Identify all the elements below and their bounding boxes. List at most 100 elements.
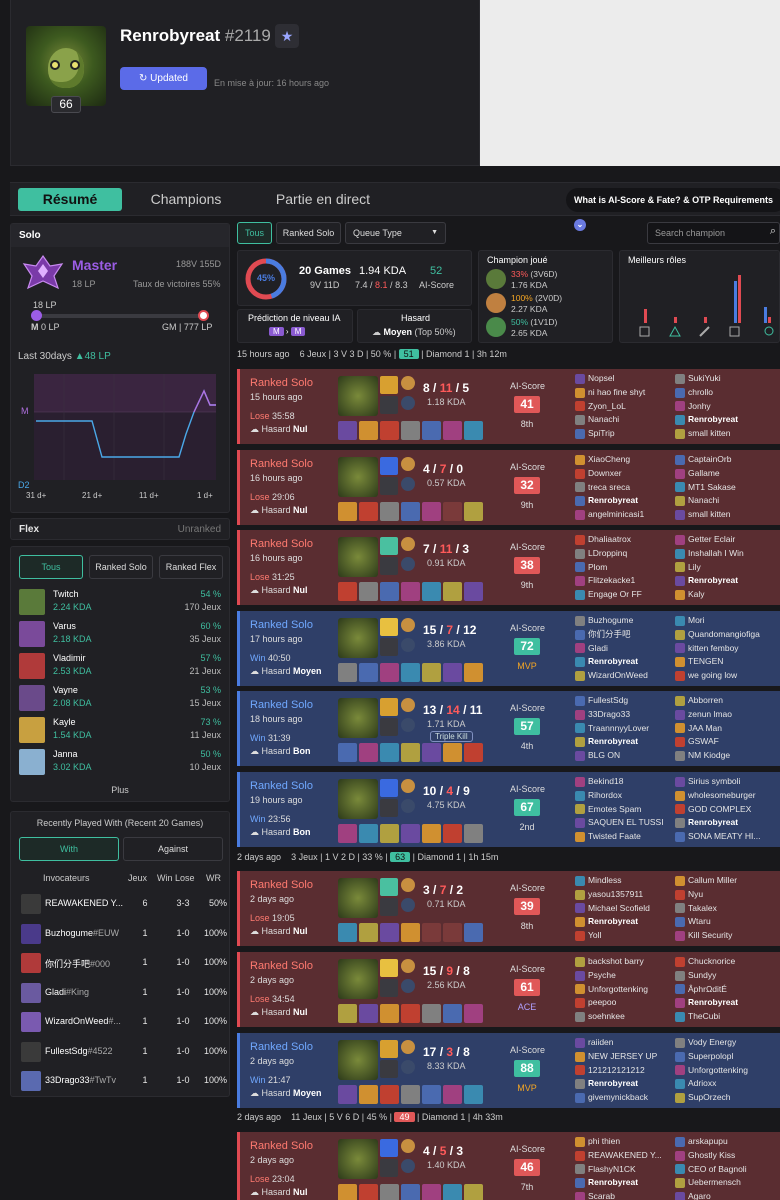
team-player[interactable]: Getter Eclair [675, 533, 775, 547]
team-player[interactable]: Renrobyreat [675, 413, 775, 427]
filter-tous[interactable]: Tous [237, 222, 272, 244]
team-player[interactable]: ÂphrΩditÉ [675, 983, 775, 997]
recent-player-row[interactable]: 33Drago33#TwTv 1 1-0 100% [21, 1069, 227, 1093]
team-player[interactable]: Takalex [675, 902, 775, 916]
team-player[interactable]: Kill Security [675, 929, 775, 943]
team-player[interactable]: Sundyy [675, 969, 775, 983]
team-player[interactable]: Twisted Faate [575, 830, 675, 844]
team-player[interactable]: Gallame [675, 467, 775, 481]
filter-ranked-flex[interactable]: Ranked Flex [159, 555, 223, 579]
team-player[interactable]: Nopsel [575, 372, 675, 386]
team-player[interactable]: SpiTrip [575, 427, 675, 441]
tab-summary[interactable]: Résumé [18, 188, 122, 211]
team-player[interactable]: Wtaru [675, 915, 775, 929]
team-player[interactable]: Vody Energy [675, 1036, 775, 1050]
match-card[interactable]: Ranked Solo 18 hours ago Win 31:39 ☁ Has… [237, 691, 780, 766]
more-button[interactable]: Plus [111, 785, 129, 795]
team-player[interactable]: TraannnyyLover [575, 722, 675, 736]
match-card[interactable]: Ranked Solo 16 hours ago Lose 31:25 ☁ Ha… [237, 530, 780, 605]
team-player[interactable]: XiaoCheng [575, 453, 675, 467]
champion-row[interactable]: Varus 2.18 KDA 60 % 35 Jeux [19, 621, 223, 649]
team-player[interactable]: Renrobyreat [675, 574, 775, 588]
team-player[interactable]: Renrobyreat [575, 494, 675, 508]
team-player[interactable]: Unforgottenking [675, 1064, 775, 1078]
match-card[interactable]: Ranked Solo 17 hours ago Win 40:50 ☁ Has… [237, 611, 780, 686]
tab-champions[interactable]: Champions [150, 191, 222, 207]
match-card[interactable]: Ranked Solo 2 days ago Lose 34:54 ☁ Hasa… [237, 952, 780, 1027]
team-player[interactable]: Gladi [575, 642, 675, 656]
match-card[interactable]: Ranked Solo 15 hours ago Lose 35:58 ☁ Ha… [237, 369, 780, 444]
team-player[interactable]: Sirius symboli [675, 775, 775, 789]
tab-against[interactable]: Against [123, 837, 223, 861]
team-player[interactable]: TheCubi [675, 1010, 775, 1024]
team-player[interactable]: Jonhy [675, 400, 775, 414]
match-card[interactable]: Ranked Solo 2 days ago Lose 23:04 ☁ Hasa… [237, 1132, 780, 1200]
team-player[interactable]: Lily [675, 561, 775, 575]
recent-player-row[interactable]: FullestSdg#4522 1 1-0 100% [21, 1040, 227, 1064]
champion-row[interactable]: Twitch 2.24 KDA 54 % 170 Jeux [19, 589, 223, 617]
team-player[interactable]: Yoll [575, 929, 675, 943]
team-player[interactable]: Renrobyreat [575, 1176, 675, 1190]
team-player[interactable]: REAWAKENED Y... [575, 1149, 675, 1163]
team-player[interactable]: kitten femboy [675, 642, 775, 656]
team-player[interactable]: CEO of Bagnoli [675, 1163, 775, 1177]
team-player[interactable]: zenun lmao [675, 708, 775, 722]
team-player[interactable]: Engage Or FF [575, 588, 675, 602]
team-player[interactable]: backshot barry [575, 955, 675, 969]
team-player[interactable]: Nanachi [675, 494, 775, 508]
team-player[interactable]: MT1 Sakase [675, 481, 775, 495]
team-player[interactable]: Superpolopl [675, 1050, 775, 1064]
team-player[interactable]: small kitten [675, 508, 775, 522]
team-player[interactable]: Dhaliaatrox [575, 533, 675, 547]
team-player[interactable]: SupOrzech [675, 1091, 775, 1105]
recent-player-row[interactable]: REAWAKENED Y... 6 3-3 50% [21, 892, 227, 916]
team-player[interactable]: JAA Man [675, 722, 775, 736]
team-player[interactable]: Renrobyreat [575, 915, 675, 929]
team-player[interactable]: arskapupu [675, 1135, 775, 1149]
team-player[interactable]: SONA MEATY HI... [675, 830, 775, 844]
team-player[interactable]: Emotes Spam [575, 803, 675, 817]
team-player[interactable]: Michael Scofield [575, 902, 675, 916]
team-player[interactable]: Scarab [575, 1190, 675, 1200]
team-player[interactable]: 你们分手吧 [575, 628, 675, 642]
tab-live-game[interactable]: Partie en direct [275, 191, 371, 207]
team-player[interactable]: soehnkee [575, 1010, 675, 1024]
team-player[interactable]: Zyon_LoL [575, 400, 675, 414]
recent-player-row[interactable]: Buzhogume#EUW 1 1-0 100% [21, 922, 227, 946]
filter-ranked-solo[interactable]: Ranked Solo [89, 555, 153, 579]
team-player[interactable]: Mori [675, 614, 775, 628]
team-player[interactable]: Buzhogume [575, 614, 675, 628]
team-player[interactable]: Flitzekacke1 [575, 574, 675, 588]
team-player[interactable]: Rihordox [575, 789, 675, 803]
queue-type-select[interactable]: Queue Type ▼ [345, 222, 446, 244]
filter-ranked-solo-matches[interactable]: Ranked Solo [276, 222, 341, 244]
team-player[interactable]: Renrobyreat [575, 735, 675, 749]
team-player[interactable]: CaptainOrb [675, 453, 775, 467]
team-player[interactable]: Ghostly Kiss [675, 1149, 775, 1163]
team-player[interactable]: ni hao fine shyt [575, 386, 675, 400]
team-player[interactable]: 33Drago33 [575, 708, 675, 722]
team-player[interactable]: Nanachi [575, 413, 675, 427]
team-player[interactable]: Renrobyreat [675, 996, 775, 1010]
team-player[interactable]: Agaro [675, 1190, 775, 1200]
champion-row[interactable]: Vladimir 2.53 KDA 57 % 21 Jeux [19, 653, 223, 681]
team-player[interactable]: Plom [575, 561, 675, 575]
team-player[interactable]: NM Kiodge [675, 749, 775, 763]
team-player[interactable]: SAQUEN EL TUSSI [575, 816, 675, 830]
team-player[interactable]: Bekind18 [575, 775, 675, 789]
team-player[interactable]: Chucknorice [675, 955, 775, 969]
team-player[interactable]: Callum Miller [675, 874, 775, 888]
team-player[interactable]: phi thien [575, 1135, 675, 1149]
team-player[interactable]: Unforgottenking [575, 983, 675, 997]
team-player[interactable]: givemynickback [575, 1091, 675, 1105]
team-player[interactable]: SukiYuki [675, 372, 775, 386]
team-player[interactable]: FlashyN1CK [575, 1163, 675, 1177]
team-player[interactable]: peepoo [575, 996, 675, 1010]
champion-search[interactable]: Search champion ⌕ [647, 222, 780, 244]
update-button[interactable]: ↻ Updated [120, 67, 207, 90]
champion-row[interactable]: Janna 3.02 KDA 50 % 10 Jeux [19, 749, 223, 777]
team-player[interactable]: GSWAF [675, 735, 775, 749]
favorite-button[interactable]: ★ [275, 24, 299, 48]
ai-score-info-button[interactable]: What is AI-Score & Fate? & OTP Requireme… [566, 188, 780, 231]
team-player[interactable]: small kitten [675, 427, 775, 441]
